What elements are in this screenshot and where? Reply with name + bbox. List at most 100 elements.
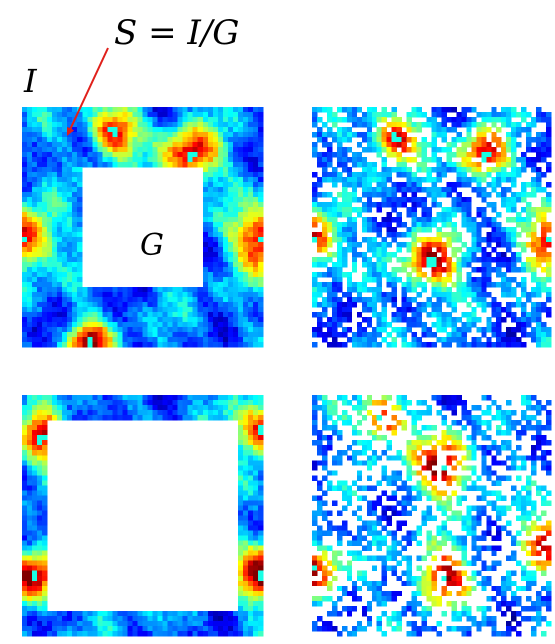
pixel bbox=[392, 187, 397, 192]
pixel bbox=[243, 162, 248, 167]
pixel bbox=[77, 282, 82, 287]
pixel bbox=[248, 327, 253, 332]
pixel bbox=[183, 292, 188, 297]
pixel bbox=[516, 302, 521, 307]
pixel bbox=[27, 505, 32, 510]
pixel bbox=[342, 117, 347, 122]
pixel bbox=[163, 317, 168, 322]
pixel bbox=[327, 217, 332, 222]
pixel bbox=[233, 142, 238, 147]
pixel bbox=[471, 322, 476, 327]
pixel bbox=[362, 495, 367, 500]
pixel bbox=[208, 232, 213, 237]
pixel bbox=[127, 127, 132, 132]
pixel bbox=[471, 177, 476, 182]
pixel bbox=[347, 247, 352, 252]
pixel bbox=[52, 337, 57, 342]
pixel bbox=[456, 292, 461, 297]
pixel bbox=[153, 302, 158, 307]
pixel bbox=[92, 162, 97, 167]
pixel bbox=[77, 410, 82, 415]
pixel bbox=[377, 227, 382, 232]
pixel bbox=[47, 182, 52, 187]
pixel bbox=[466, 312, 471, 317]
pixel bbox=[72, 277, 77, 282]
pixel bbox=[546, 202, 551, 207]
pixel bbox=[92, 611, 97, 616]
pixel bbox=[27, 601, 32, 606]
pixel bbox=[337, 267, 342, 272]
pixel bbox=[436, 247, 441, 252]
pixel bbox=[496, 172, 501, 177]
pixel bbox=[228, 267, 233, 272]
pixel bbox=[397, 217, 402, 222]
pixel bbox=[77, 400, 82, 405]
pixel bbox=[526, 147, 531, 152]
pixel bbox=[312, 172, 317, 177]
pixel bbox=[402, 222, 407, 227]
pixel bbox=[461, 521, 466, 526]
pixel bbox=[377, 342, 382, 347]
pixel bbox=[228, 327, 233, 332]
pixel bbox=[441, 440, 446, 445]
pixel bbox=[496, 322, 501, 327]
pixel bbox=[362, 277, 367, 282]
pixel bbox=[541, 282, 546, 287]
pixel bbox=[362, 297, 367, 302]
pixel bbox=[377, 616, 382, 621]
pixel bbox=[47, 227, 52, 232]
pixel bbox=[158, 327, 163, 332]
pixel bbox=[233, 631, 238, 636]
pixel bbox=[253, 480, 258, 485]
pixel bbox=[357, 541, 362, 546]
pixel bbox=[372, 415, 377, 420]
pixel bbox=[407, 601, 412, 606]
pixel bbox=[412, 430, 417, 435]
pixel bbox=[228, 237, 233, 242]
pixel bbox=[57, 631, 62, 636]
pixel bbox=[218, 217, 223, 222]
pixel bbox=[233, 157, 238, 162]
pixel bbox=[233, 252, 238, 257]
pixel bbox=[57, 262, 62, 267]
pixel bbox=[417, 430, 422, 435]
pixel bbox=[223, 322, 228, 327]
pixel bbox=[143, 327, 148, 332]
pixel bbox=[47, 107, 52, 112]
pixel bbox=[496, 192, 501, 197]
pixel bbox=[57, 342, 62, 347]
pixel bbox=[486, 267, 491, 272]
pixel bbox=[327, 470, 332, 475]
pixel bbox=[322, 490, 327, 495]
pixel bbox=[357, 516, 362, 521]
pixel bbox=[258, 415, 263, 420]
pixel bbox=[238, 177, 243, 182]
pixel bbox=[317, 242, 322, 247]
pixel bbox=[122, 307, 127, 312]
pixel bbox=[258, 247, 263, 252]
pixel bbox=[248, 192, 253, 197]
pixel bbox=[137, 395, 142, 400]
pixel bbox=[72, 237, 77, 242]
pixel bbox=[57, 237, 62, 242]
pixel bbox=[42, 400, 47, 405]
pixel bbox=[243, 177, 248, 182]
pixel bbox=[243, 187, 248, 192]
pixel bbox=[451, 576, 456, 581]
pixel bbox=[37, 187, 42, 192]
pixel bbox=[422, 510, 427, 515]
pixel bbox=[42, 516, 47, 521]
pixel bbox=[82, 410, 87, 415]
pixel bbox=[332, 207, 337, 212]
pixel bbox=[546, 342, 551, 347]
pixel bbox=[521, 197, 526, 202]
pixel bbox=[327, 405, 332, 410]
pixel bbox=[122, 107, 127, 112]
pixel bbox=[312, 152, 317, 157]
pixel bbox=[466, 631, 471, 636]
pixel bbox=[536, 332, 541, 337]
pixel bbox=[248, 531, 253, 536]
pixel bbox=[541, 327, 546, 332]
pixel bbox=[243, 252, 248, 257]
pixel bbox=[417, 147, 422, 152]
